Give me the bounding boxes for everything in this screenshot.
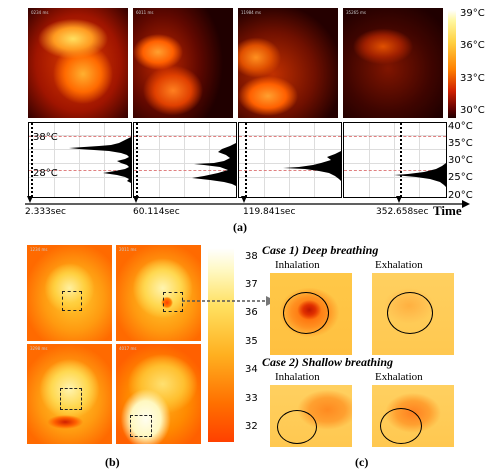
timestamp-label: 0234 ms (31, 10, 49, 15)
colorbar-b-tick-33: 33 (245, 393, 258, 404)
roi-box-b2 (163, 292, 183, 312)
thermal-image-4: 35265 ms (343, 8, 443, 118)
timestamp-label: 6011 ms (136, 10, 154, 15)
case1-inhalation-roi (283, 292, 329, 334)
colorbar-b-tick-35: 35 (245, 336, 258, 347)
face-image-b1: 1234 ms (27, 245, 112, 341)
case2-exhalation-label: Exhalation (375, 371, 423, 383)
thermal-image-3: 11984 ms (238, 8, 338, 118)
hist-axis-label-35: 35°C (448, 138, 473, 149)
hist-axis-label-40: 40°C (448, 121, 473, 132)
case1-exhalation-roi (387, 292, 433, 334)
hist-axis-label-30: 30°C (448, 155, 473, 166)
histogram-3-bars (283, 151, 341, 181)
case2-title: Case 2) Shallow breathing (262, 355, 394, 369)
case1-title: Case 1) Deep breathing (262, 243, 379, 257)
timestamp-label: 11984 ms (241, 10, 261, 15)
thermal-image-1: 0234 ms (28, 8, 128, 118)
hist-axis-label-20: 20°C (448, 190, 473, 201)
colorbar-b-tick-34: 34 (245, 364, 258, 375)
thermal-image-2: 6011 ms (133, 8, 233, 118)
case1-exhalation-label: Exhalation (375, 259, 423, 271)
face-image-b4: 4017 ms (116, 344, 201, 444)
case2-inhalation-roi (277, 410, 317, 444)
colorbar-a-label-30: 30°C (460, 105, 485, 116)
caption-b: (b) (105, 455, 120, 469)
colorbar-b-tick-36: 36 (245, 307, 258, 318)
histogram-1 (28, 122, 132, 198)
time-label-4: 352.658sec (376, 207, 429, 217)
histogram-2-bars (192, 143, 236, 186)
time-label-1: 2.333sec (25, 207, 66, 217)
roi-box-b3 (60, 388, 82, 410)
case2-inhalation-label: Inhalation (275, 371, 320, 383)
colorbar-a (448, 10, 456, 118)
connector-arrow (182, 296, 276, 306)
colorbar-b-tick-32: 32 (245, 421, 258, 432)
colorbar-b-tick-38: 38 (245, 251, 258, 262)
timestamp-label: 1234 ms (30, 247, 48, 252)
histogram-2 (133, 122, 237, 198)
colorbar-a-label-36: 36°C (460, 40, 485, 51)
face-image-b3: 3298 ms (27, 344, 112, 444)
roi-box-b4 (130, 415, 152, 437)
histogram-4 (343, 122, 447, 198)
time-label-3: 119.841sec (243, 207, 296, 217)
colorbar-a-label-33: 33°C (460, 73, 485, 84)
timestamp-label: 3298 ms (30, 346, 48, 351)
time-axis-title: Time (433, 203, 462, 218)
timestamp-label: 4017 ms (119, 346, 137, 351)
caption-a: (a) (233, 220, 247, 234)
histogram-1-bars (69, 137, 131, 183)
colorbar-b (208, 248, 234, 442)
timestamp-label: 2011 ms (119, 247, 137, 252)
histogram-4-bars (394, 163, 446, 187)
time-axis (25, 196, 470, 208)
caption-c: (c) (355, 455, 369, 469)
timestamp-label: 35265 ms (346, 10, 366, 15)
roi-box-b1 (62, 291, 82, 311)
hist-ref-label-38: 38°C (33, 132, 58, 143)
time-label-2: 60.114sec (133, 207, 180, 217)
hist-axis-label-25: 25°C (448, 172, 473, 183)
case2-exhalation-roi (380, 408, 422, 444)
case1-inhalation-label: Inhalation (275, 259, 320, 271)
colorbar-a-label-39: 39°C (460, 8, 485, 19)
colorbar-b-tick-37: 37 (245, 279, 258, 290)
face-image-b2: 2011 ms (116, 245, 201, 341)
hist-ref-label-28: 28°C (33, 168, 58, 179)
histogram-3 (238, 122, 342, 198)
